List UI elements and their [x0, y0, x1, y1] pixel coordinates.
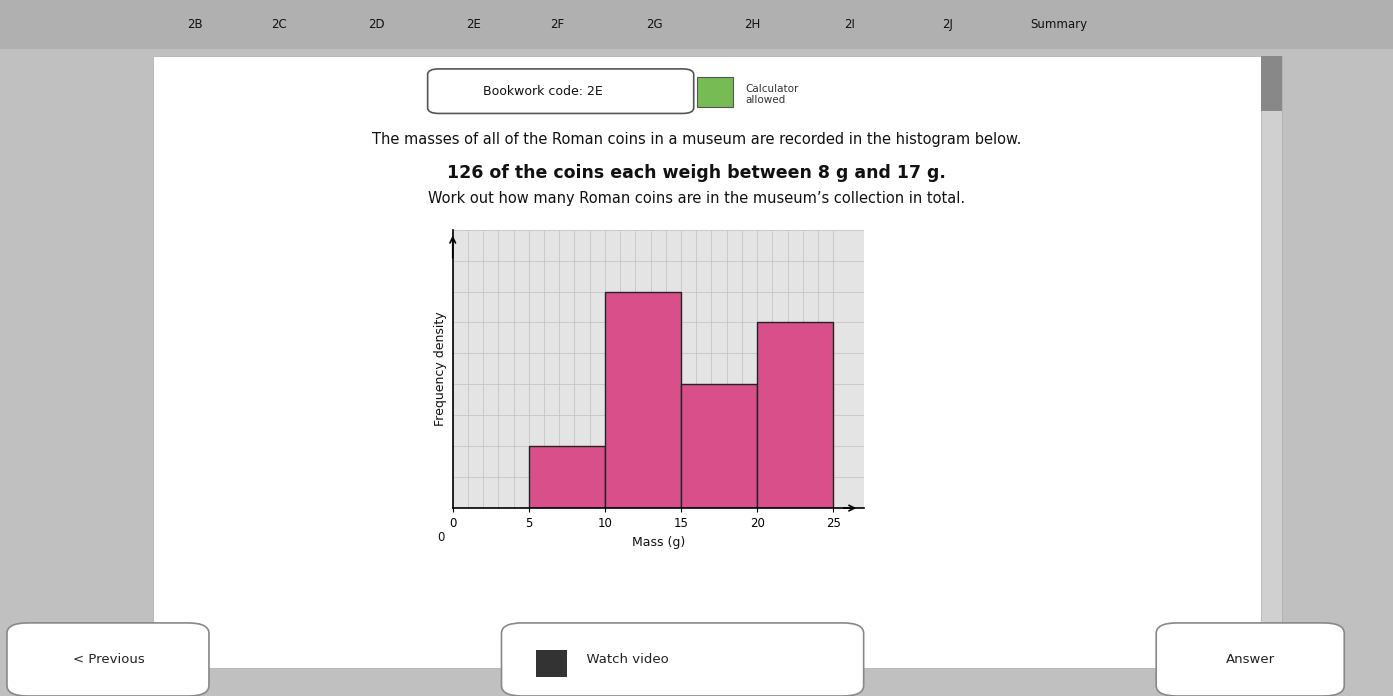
- Text: 2F: 2F: [550, 18, 564, 31]
- Text: < Previous: < Previous: [72, 653, 145, 665]
- FancyBboxPatch shape: [536, 650, 567, 677]
- Text: 2G: 2G: [646, 18, 663, 31]
- Text: 2C: 2C: [270, 18, 287, 31]
- Text: Bookwork code: 2E: Bookwork code: 2E: [483, 85, 603, 97]
- Text: 2H: 2H: [744, 18, 761, 31]
- FancyBboxPatch shape: [1261, 56, 1282, 111]
- X-axis label: Mass (g): Mass (g): [631, 536, 685, 548]
- Text: 2E: 2E: [467, 18, 481, 31]
- Text: Work out how many Roman coins are in the museum’s collection in total.: Work out how many Roman coins are in the…: [428, 191, 965, 206]
- Bar: [681, 384, 758, 508]
- Text: Summary: Summary: [1029, 18, 1088, 31]
- Text: 0: 0: [437, 531, 444, 544]
- Text: The masses of all of the Roman coins in a museum are recorded in the histogram b: The masses of all of the Roman coins in …: [372, 132, 1021, 147]
- FancyBboxPatch shape: [696, 77, 733, 107]
- Y-axis label: Frequency density: Frequency density: [435, 312, 447, 426]
- FancyBboxPatch shape: [7, 623, 209, 696]
- Text: 2J: 2J: [942, 18, 953, 31]
- Bar: [758, 322, 833, 508]
- Bar: [529, 446, 605, 508]
- FancyBboxPatch shape: [428, 69, 694, 113]
- Text: Answer: Answer: [1226, 653, 1276, 665]
- Text: allowed: allowed: [745, 95, 786, 105]
- Text: 2D: 2D: [368, 18, 384, 31]
- FancyBboxPatch shape: [153, 56, 1268, 668]
- FancyBboxPatch shape: [1156, 623, 1344, 696]
- Text: 126 of the coins each weigh between 8 g and 17 g.: 126 of the coins each weigh between 8 g …: [447, 164, 946, 182]
- FancyBboxPatch shape: [1261, 56, 1282, 668]
- Text: 2B: 2B: [187, 18, 203, 31]
- Text: Watch video: Watch video: [578, 653, 669, 665]
- Text: Calculator: Calculator: [745, 84, 798, 94]
- FancyBboxPatch shape: [0, 0, 1393, 49]
- FancyBboxPatch shape: [501, 623, 864, 696]
- Text: 2I: 2I: [844, 18, 855, 31]
- Bar: [605, 292, 681, 508]
